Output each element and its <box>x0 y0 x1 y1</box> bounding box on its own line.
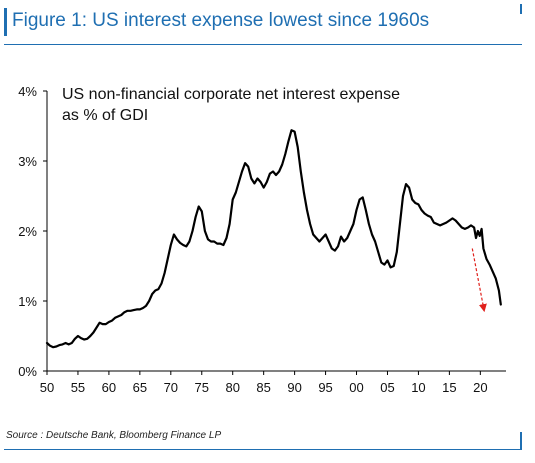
x-tick-label: 00 <box>349 380 363 395</box>
x-tick-label: 90 <box>287 380 301 395</box>
chart-title-line-2: as % of GDI <box>62 107 148 124</box>
x-tick-label: 15 <box>442 380 456 395</box>
frame-corner-bottom <box>520 432 522 450</box>
x-tick-label: 70 <box>164 380 178 395</box>
figure-title: Figure 1: US interest expense lowest sin… <box>12 10 430 31</box>
x-ticks: 50 55 60 65 70 75 80 85 90 95 00 05 10 15 20 <box>40 371 488 395</box>
frame-corner-top <box>520 4 522 14</box>
x-tick-label: 60 <box>102 380 116 395</box>
x-tick-label: 55 <box>71 380 85 395</box>
chart-title-line-1: US non-financial corporate net interest … <box>62 86 400 103</box>
y-tick-label: 2% <box>18 224 37 239</box>
series-group <box>45 129 502 349</box>
x-tick-label: 85 <box>256 380 270 395</box>
frame-divider-bottom <box>4 449 522 450</box>
x-tick-label: 95 <box>318 380 332 395</box>
title-accent-bar <box>4 8 7 36</box>
x-tick-label: 75 <box>195 380 209 395</box>
x-tick-label: 10 <box>411 380 425 395</box>
annotations-group <box>471 248 487 313</box>
y-ticks: 0% 1% 2% 3% 4% <box>18 84 47 379</box>
x-tick-label: 05 <box>380 380 394 395</box>
x-tick-label: 50 <box>40 380 54 395</box>
frame-divider-top <box>4 44 522 45</box>
y-tick-label: 0% <box>18 364 37 379</box>
series-line <box>45 129 502 349</box>
source-note: Source : Deutsche Bank, Bloomberg Financ… <box>6 430 222 441</box>
y-tick-label: 1% <box>18 294 37 309</box>
x-tick-label: 80 <box>225 380 239 395</box>
x-tick-label: 65 <box>133 380 147 395</box>
y-tick-label: 4% <box>18 84 37 99</box>
y-tick-label: 3% <box>18 154 37 169</box>
x-tick-label: 20 <box>473 380 487 395</box>
trend-arrow <box>471 248 487 313</box>
